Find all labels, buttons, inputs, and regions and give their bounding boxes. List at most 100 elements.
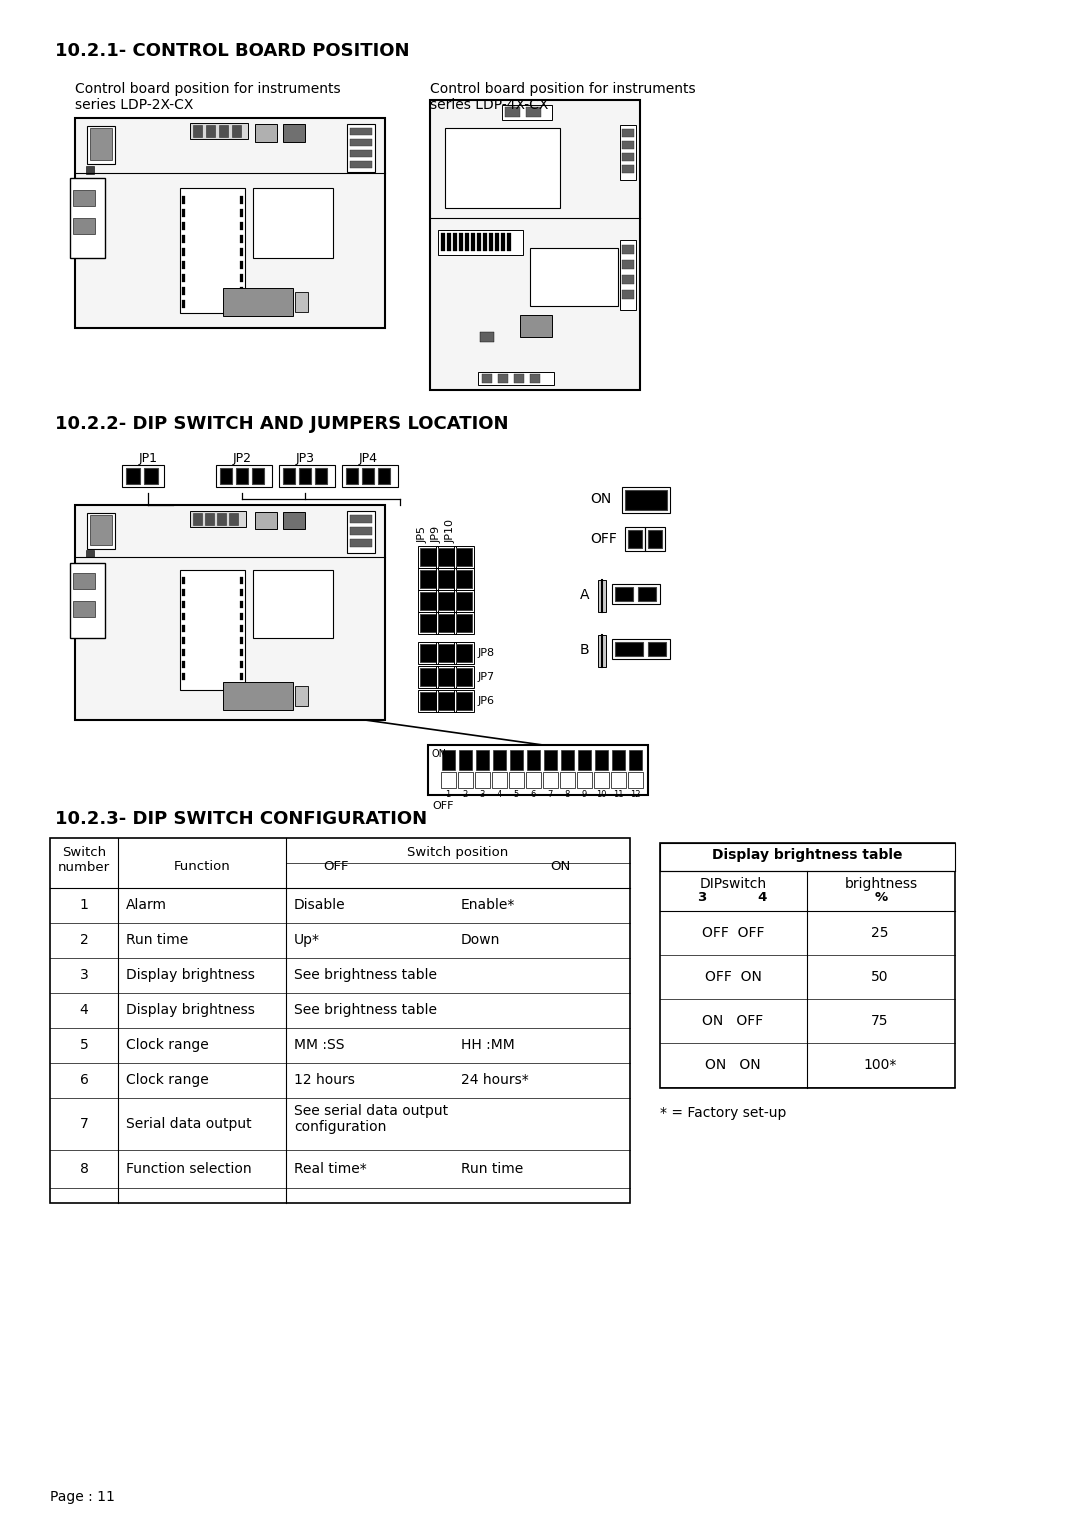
- Bar: [240, 613, 243, 620]
- Text: JP4: JP4: [359, 452, 378, 465]
- Bar: [471, 232, 475, 251]
- Bar: [492, 772, 507, 788]
- Bar: [660, 843, 955, 1088]
- Bar: [216, 465, 272, 487]
- Bar: [240, 601, 243, 608]
- Bar: [436, 590, 456, 613]
- Bar: [612, 639, 670, 659]
- Bar: [183, 649, 185, 656]
- Text: Function selection: Function selection: [126, 1161, 252, 1177]
- Bar: [458, 772, 473, 788]
- Bar: [183, 662, 185, 668]
- Text: Clock range: Clock range: [126, 1038, 208, 1051]
- Bar: [183, 274, 185, 283]
- Bar: [543, 772, 558, 788]
- Bar: [420, 692, 436, 711]
- Bar: [183, 287, 185, 295]
- Bar: [453, 232, 457, 251]
- Bar: [183, 637, 185, 643]
- Bar: [279, 465, 335, 487]
- Bar: [456, 614, 472, 633]
- Bar: [90, 515, 112, 545]
- Bar: [456, 570, 472, 588]
- Text: Real time*: Real time*: [294, 1161, 367, 1177]
- Bar: [622, 275, 634, 284]
- Bar: [454, 642, 474, 665]
- Bar: [475, 772, 490, 788]
- Bar: [283, 468, 295, 484]
- Bar: [577, 772, 592, 788]
- Bar: [420, 549, 436, 565]
- Text: DIPswitch: DIPswitch: [700, 877, 767, 891]
- Bar: [527, 750, 540, 770]
- Bar: [418, 568, 438, 590]
- Bar: [342, 465, 399, 487]
- Text: 50: 50: [872, 970, 889, 984]
- Bar: [183, 261, 185, 269]
- Text: 24 hours*: 24 hours*: [461, 1073, 529, 1086]
- Bar: [240, 222, 243, 231]
- Text: 5: 5: [80, 1038, 89, 1051]
- Text: Disable: Disable: [294, 898, 346, 912]
- Bar: [347, 510, 375, 553]
- Bar: [183, 625, 185, 633]
- Bar: [489, 232, 492, 251]
- Text: Run time: Run time: [126, 934, 188, 947]
- Bar: [240, 196, 243, 205]
- Bar: [436, 642, 456, 665]
- Text: 10.2.2- DIP SWITCH AND JUMPERS LOCATION: 10.2.2- DIP SWITCH AND JUMPERS LOCATION: [55, 416, 509, 432]
- Bar: [438, 668, 454, 686]
- Text: JP5: JP5: [418, 526, 428, 542]
- Bar: [480, 332, 494, 342]
- Bar: [454, 613, 474, 634]
- Bar: [648, 530, 662, 549]
- Bar: [598, 636, 606, 668]
- Bar: [240, 578, 243, 584]
- Bar: [350, 128, 372, 134]
- Text: 2: 2: [462, 790, 468, 799]
- Bar: [180, 570, 245, 691]
- Text: 3           4: 3 4: [699, 891, 768, 905]
- Bar: [625, 527, 645, 552]
- Bar: [420, 591, 436, 610]
- Bar: [438, 591, 454, 610]
- Bar: [501, 232, 505, 251]
- Bar: [620, 240, 636, 310]
- Bar: [255, 124, 276, 142]
- Text: 4: 4: [497, 790, 501, 799]
- Bar: [447, 232, 451, 251]
- Text: JP2: JP2: [232, 452, 252, 465]
- Bar: [660, 843, 955, 871]
- Bar: [73, 601, 95, 617]
- Text: Up*: Up*: [294, 934, 320, 947]
- Bar: [578, 750, 591, 770]
- Text: 3: 3: [80, 969, 89, 983]
- Text: 12 hours: 12 hours: [294, 1073, 355, 1086]
- Bar: [86, 167, 94, 174]
- Bar: [240, 625, 243, 633]
- Bar: [502, 105, 552, 121]
- Text: 100*: 100*: [863, 1057, 896, 1073]
- Bar: [622, 165, 634, 173]
- Bar: [183, 578, 185, 584]
- Bar: [418, 590, 438, 613]
- Bar: [350, 150, 372, 157]
- Bar: [206, 125, 215, 138]
- Bar: [183, 299, 185, 309]
- Text: OFF  ON: OFF ON: [704, 970, 761, 984]
- Text: See brightness table: See brightness table: [294, 969, 437, 983]
- Bar: [350, 160, 372, 168]
- Text: Clock range: Clock range: [126, 1073, 208, 1086]
- Text: %: %: [875, 891, 888, 905]
- Bar: [240, 299, 243, 309]
- Bar: [482, 374, 492, 384]
- Text: JP7: JP7: [478, 672, 495, 681]
- Text: 1: 1: [80, 898, 89, 912]
- Bar: [183, 209, 185, 217]
- Bar: [362, 468, 374, 484]
- Bar: [70, 177, 105, 258]
- Bar: [190, 122, 248, 139]
- Bar: [438, 231, 523, 255]
- Bar: [622, 128, 634, 138]
- Bar: [594, 772, 609, 788]
